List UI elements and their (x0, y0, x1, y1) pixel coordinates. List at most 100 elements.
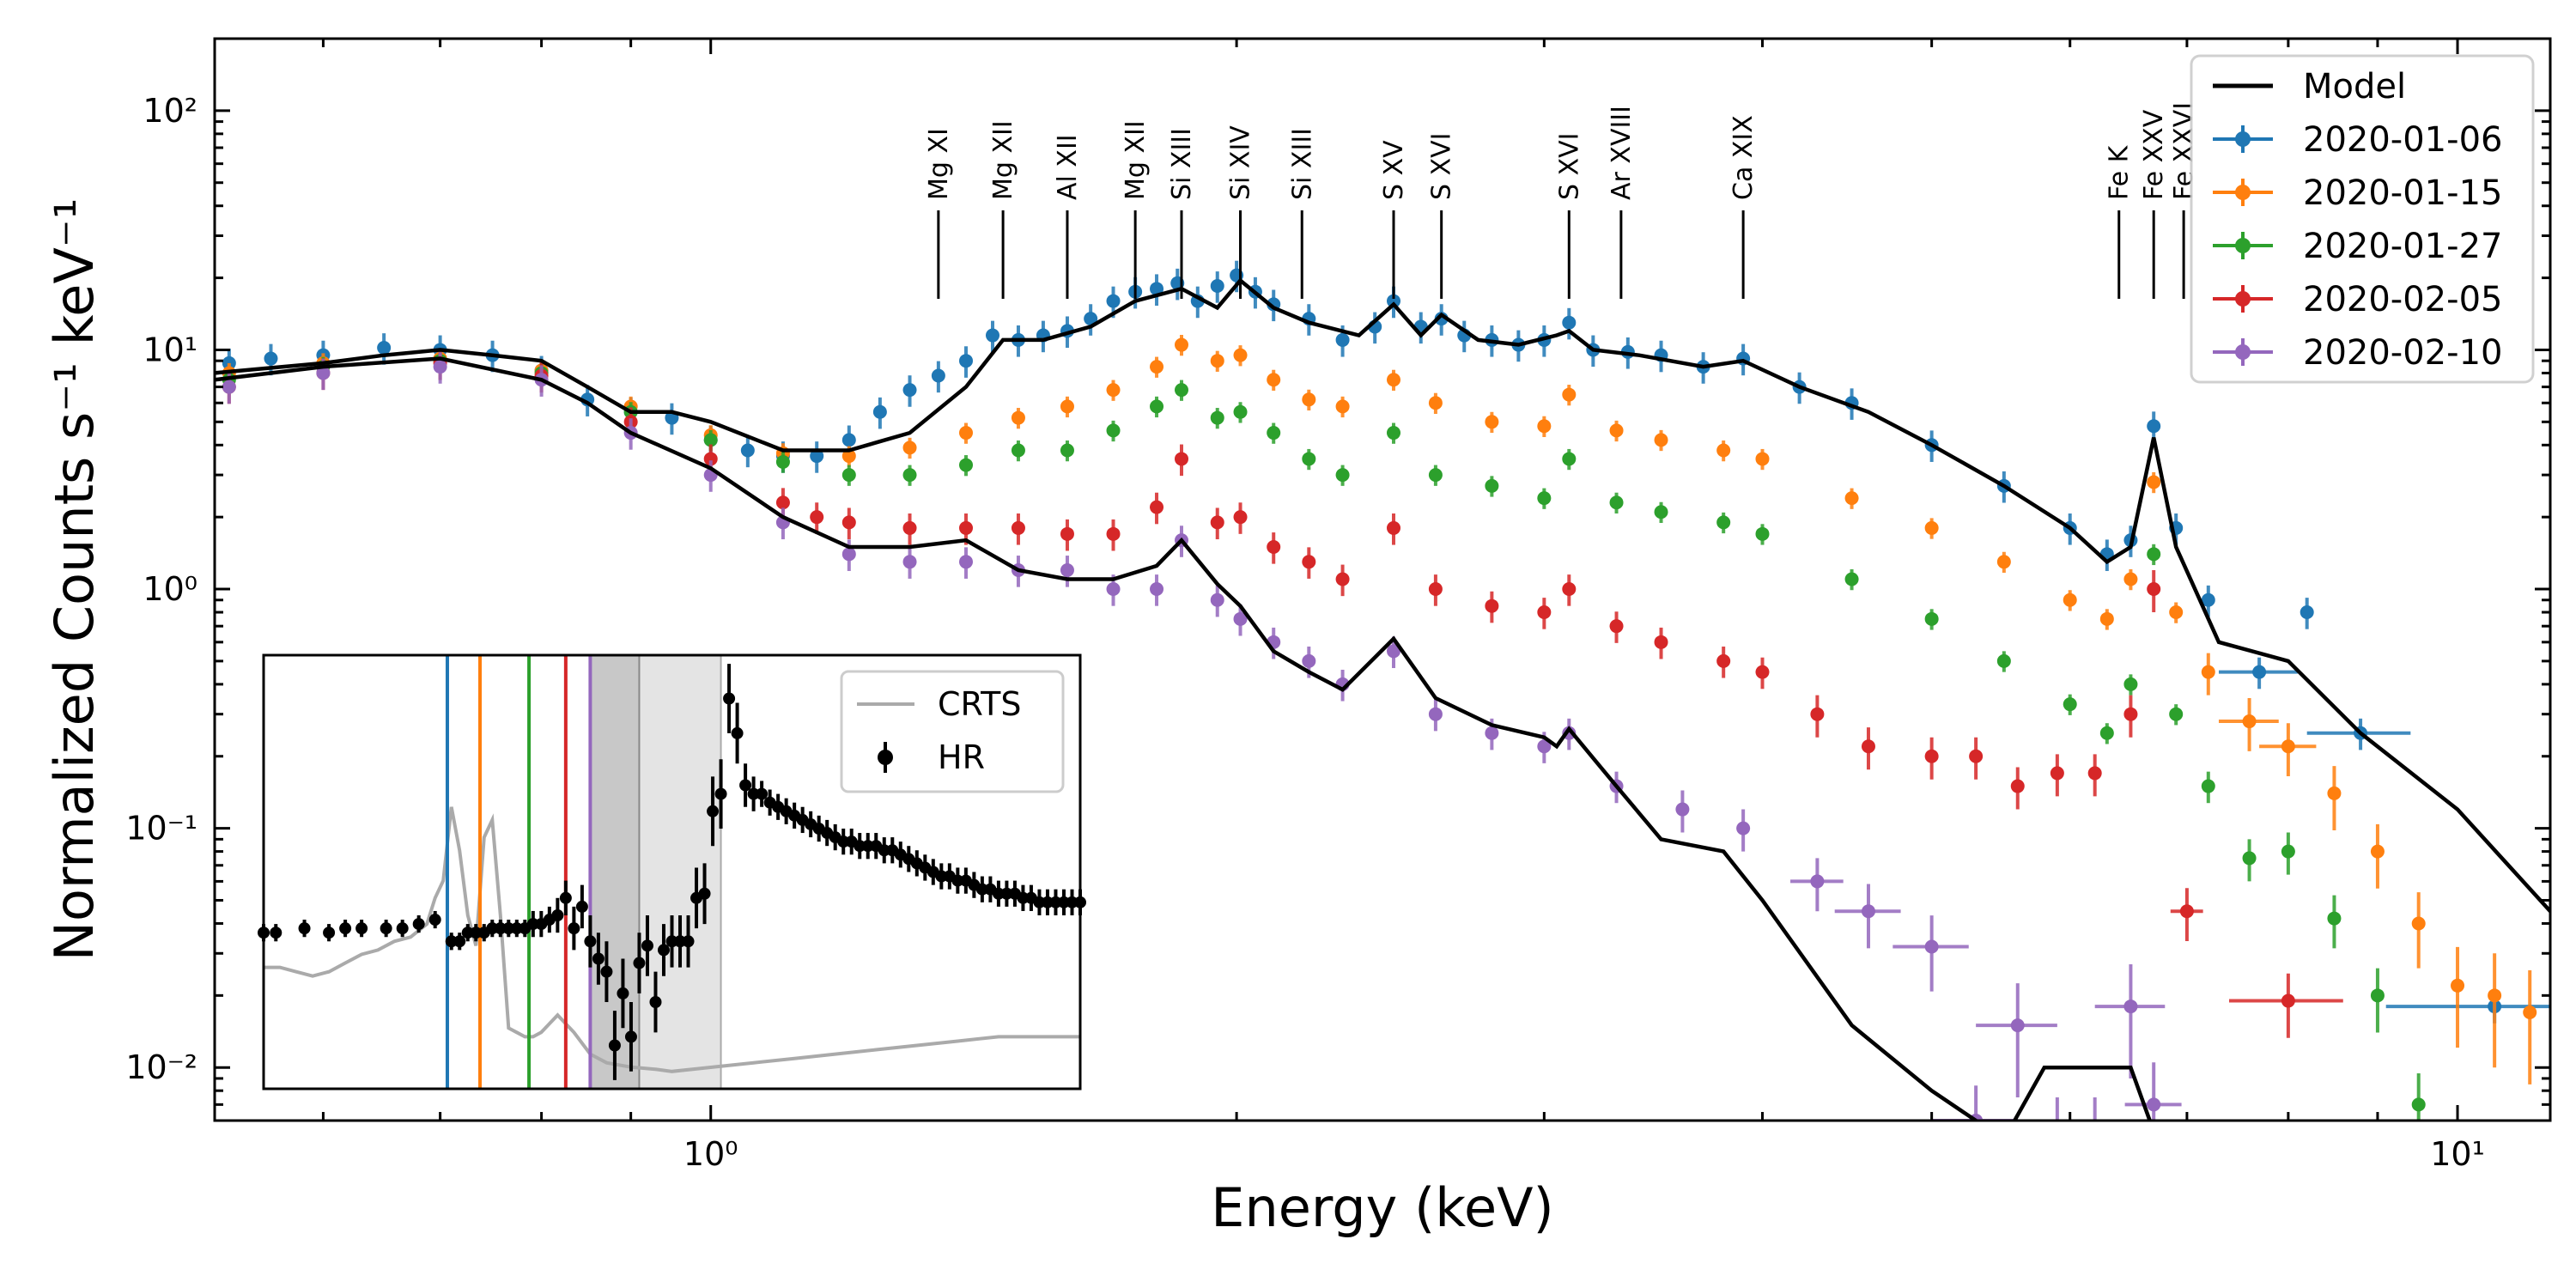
series-2020-01-27-point (1996, 653, 2011, 668)
inset-hr-point (723, 692, 736, 705)
inset-hr-point (355, 922, 368, 935)
inset-hr-point (649, 996, 662, 1008)
legend-box (2190, 54, 2535, 384)
series-2020-01-15-point (1844, 491, 1859, 506)
series-2020-02-05-point (1174, 452, 1188, 466)
series-2020-01-15-point (1485, 415, 1499, 429)
series-2020-01-15-point (2523, 1005, 2537, 1019)
inset-hr-point (298, 922, 311, 935)
legend-series-label: 2020-02-05 (2303, 280, 2502, 319)
series-2020-02-05-point (1716, 653, 1731, 668)
series-2020-01-06-point (2300, 605, 2314, 620)
series-2020-02-05-point (1387, 520, 1401, 535)
series-2020-01-06-point (740, 443, 755, 458)
series-2020-01-15-point (1210, 354, 1224, 368)
series-2020-02-05-point (1485, 598, 1499, 613)
series-2020-01-15-point (2063, 592, 2077, 607)
inset-hr-point (641, 939, 653, 952)
series-2020-01-27-point (2169, 707, 2184, 721)
series-2020-02-05-point (902, 520, 917, 535)
series-2020-02-05-point (958, 520, 973, 535)
series-2020-02-10-point (1485, 726, 1499, 740)
series-2020-01-15-point (1428, 396, 1443, 410)
legend-swatch-point (2235, 291, 2251, 307)
axis-ticks: 10⁻² 10⁻¹ 10⁰ 10¹ 10² 10⁰ 10¹ (125, 37, 2550, 1173)
series-2020-01-06-point (2147, 419, 2161, 434)
legend-series-label: 2020-02-10 (2303, 333, 2502, 373)
series-2020-01-27-point (2123, 677, 2138, 691)
series-2020-01-15-point (1996, 555, 2011, 569)
series-2020-01-06-point (986, 328, 1000, 343)
series-2020-01-27-point (1716, 515, 1731, 530)
series-2020-01-15-point (2099, 611, 2114, 626)
legend-model-label: Model (2303, 67, 2406, 106)
series-2020-02-10-point (841, 547, 856, 562)
series-2020-02-10-point (2050, 1133, 2064, 1146)
inset-hr-point (412, 918, 425, 931)
series-2020-01-06-point (902, 383, 917, 398)
inset-hr-point (270, 927, 283, 939)
series-2020-02-05-point (1755, 665, 1770, 679)
inset-hr-point (714, 787, 727, 800)
series-2020-02-05-point (703, 452, 718, 466)
series-2020-01-15-point (1150, 360, 1164, 374)
series-2020-01-15-point (1387, 373, 1401, 387)
series-2020-02-10-point (1428, 707, 1443, 721)
series-2020-02-05-point (2087, 766, 2102, 781)
series-2020-02-10-point (1210, 592, 1224, 607)
line-id-label: Fe K (2105, 144, 2135, 200)
series-2020-01-15-point (2123, 572, 2138, 586)
series-2020-01-27-point (841, 468, 856, 483)
inset-hr-point (608, 1039, 621, 1052)
series-2020-01-06-point (1335, 332, 1350, 347)
inset-hr-point (633, 957, 646, 969)
series-2020-02-05-point (1233, 510, 1248, 525)
y-tick-label: 10⁰ (143, 570, 197, 608)
series-2020-01-27-point (1150, 399, 1164, 414)
series-2020-02-05-point (1810, 707, 1825, 721)
series-2020-01-27-point (1537, 491, 1552, 506)
series-2020-01-27-point (1755, 526, 1770, 541)
inset-hr-point (428, 914, 441, 927)
series-2020-02-10-point (1106, 582, 1121, 597)
line-id-label: Ar XVIII (1607, 106, 1637, 200)
series-2020-02-05-point (810, 510, 824, 525)
series-2020-02-10-point (1150, 582, 1164, 597)
series-2020-02-05-point (1861, 739, 1875, 754)
series-2020-02-05-point (1060, 526, 1074, 541)
series-2020-01-06-point (1150, 282, 1164, 296)
series-2020-01-27-point (1106, 423, 1121, 438)
series-2020-02-10-point (1387, 644, 1401, 659)
series-2020-01-27-point (2063, 697, 2077, 712)
series-2020-02-05-point (1609, 619, 1624, 634)
y-tick-label: 10¹ (143, 331, 197, 368)
model-faint-line (215, 356, 2153, 1121)
series-2020-01-27-point (2242, 851, 2257, 866)
inset-hr-point (657, 944, 670, 957)
series-2020-01-27-point (2147, 547, 2161, 562)
inset-hr-point (600, 965, 613, 978)
inset-hr-point (739, 779, 752, 792)
series-2020-01-15-point (2488, 988, 2502, 1003)
series-2020-02-05-point (1210, 515, 1224, 530)
inset-hr-point (380, 922, 392, 935)
series-2020-01-15-point (2451, 978, 2465, 993)
series-2020-02-10-point (222, 380, 236, 394)
line-id-label: Si XIII (1167, 128, 1197, 200)
x-tick-label: 10⁰ (683, 1135, 738, 1173)
series-2020-02-10-point (2010, 1018, 2025, 1033)
legend-series-label: 2020-01-27 (2303, 227, 2502, 266)
line-id-label: Si XIII (1287, 128, 1317, 200)
inset-hr-point (575, 900, 588, 913)
series-2020-01-27-point (2201, 779, 2215, 793)
series-2020-01-15-point (1654, 433, 1668, 447)
line-id-label: Mg XI (924, 128, 954, 200)
series-2020-01-15-point (1174, 337, 1188, 352)
series-2020-01-15-point (1302, 392, 1316, 407)
inset-hr-point (323, 927, 336, 939)
line-id-label: S XVI (1554, 132, 1584, 200)
series-2020-01-15-point (1267, 373, 1281, 387)
series-2020-01-06-point (931, 368, 945, 383)
series-2020-01-15-point (958, 426, 973, 440)
